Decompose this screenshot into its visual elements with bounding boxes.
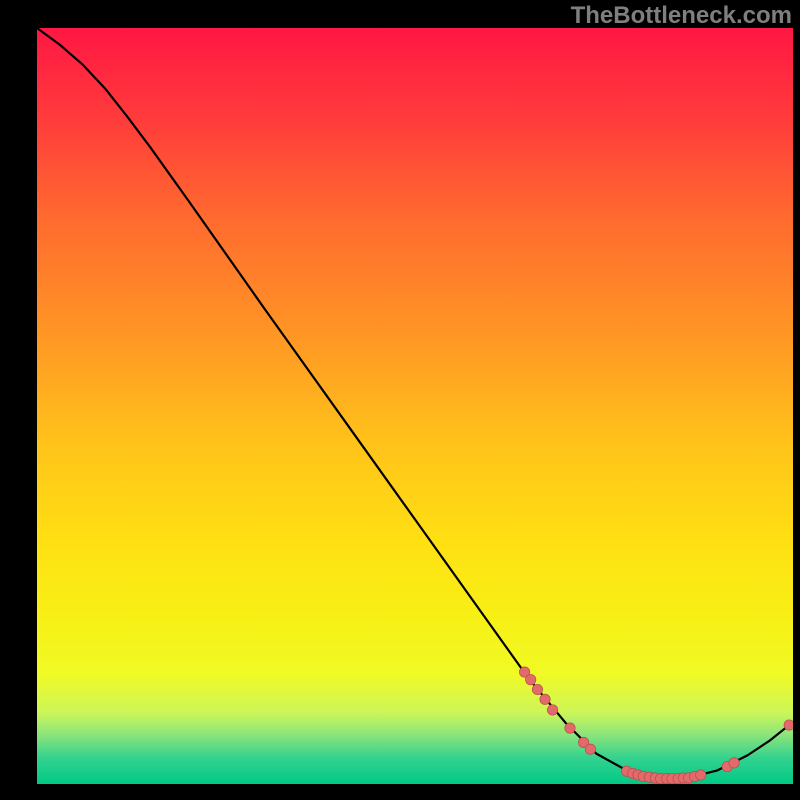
data-marker — [585, 744, 595, 754]
data-marker — [784, 720, 793, 730]
plot-svg — [37, 28, 793, 784]
data-marker — [525, 674, 535, 684]
data-marker — [540, 694, 550, 704]
data-marker — [547, 705, 557, 715]
data-marker — [565, 723, 575, 733]
data-marker — [696, 770, 706, 780]
watermark-text: TheBottleneck.com — [571, 2, 792, 30]
gradient-background — [37, 28, 793, 784]
plot-area — [37, 28, 793, 784]
chart-frame: TheBottleneck.com — [0, 0, 800, 800]
data-marker — [532, 684, 542, 694]
data-marker — [729, 758, 739, 768]
